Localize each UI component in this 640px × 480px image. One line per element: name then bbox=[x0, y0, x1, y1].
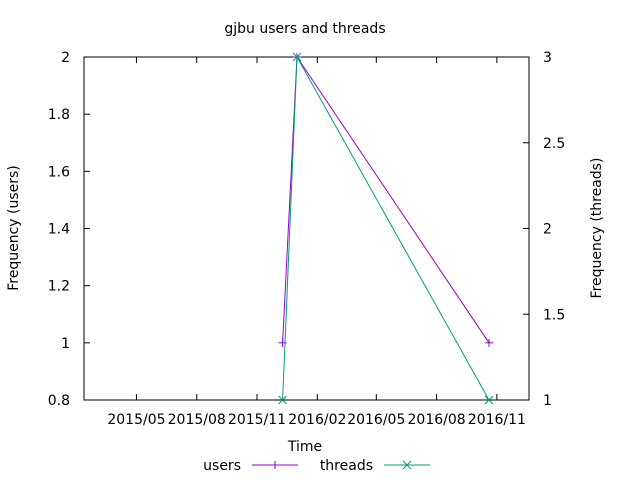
y2-tick-label: 2 bbox=[543, 222, 552, 238]
x-tick-label: 2015/11 bbox=[228, 412, 286, 428]
chart-title: gjbu users and threads bbox=[224, 21, 385, 37]
x-tick-label: 2016/11 bbox=[468, 412, 526, 428]
data-point-threads bbox=[292, 52, 302, 62]
y2-tick-label: 2.5 bbox=[543, 136, 565, 152]
x-tick-label: 2016/08 bbox=[408, 412, 466, 428]
x-tick-label: 2016/05 bbox=[347, 412, 405, 428]
series-line-threads bbox=[282, 55, 490, 401]
x-tick-label: 2016/02 bbox=[288, 412, 346, 428]
y2-tick-label: 1.5 bbox=[543, 307, 565, 323]
data-point-users bbox=[485, 338, 494, 347]
y-axis-label: Frequency (users) bbox=[6, 165, 22, 291]
y-tick-label: 1.6 bbox=[48, 164, 70, 180]
series-line-users bbox=[282, 55, 490, 344]
x-axis: 2015/05 2015/08 2015/11 2016/02 2016/05 2016/… bbox=[107, 57, 526, 428]
legend-label-users: users bbox=[203, 458, 241, 474]
y-tick-label: 1.8 bbox=[48, 107, 70, 123]
x-tick-label: 2015/08 bbox=[168, 412, 226, 428]
x-tick-label: 2015/05 bbox=[107, 412, 165, 428]
marker-stroke bbox=[292, 52, 302, 62]
marker-stroke bbox=[402, 460, 412, 470]
legend-label-threads: threads bbox=[320, 458, 373, 474]
y2-tick-label: 3 bbox=[543, 50, 552, 66]
marker-stroke bbox=[278, 395, 287, 405]
series-layer bbox=[278, 52, 494, 405]
x-axis-label: Time bbox=[287, 439, 322, 455]
y-tick-label: 1.2 bbox=[48, 279, 70, 295]
y2-axis: 1 1.5 2 2.5 3 bbox=[523, 50, 565, 409]
marker-stroke bbox=[484, 395, 494, 405]
y-tick-label: 1.4 bbox=[48, 222, 70, 238]
plot-area-frame bbox=[83, 56, 530, 401]
legend-marker-threads bbox=[402, 460, 412, 470]
data-point-threads bbox=[278, 395, 287, 405]
y-tick-label: 2 bbox=[61, 50, 70, 66]
legend-marker-users bbox=[271, 461, 279, 469]
y2-axis-label: Frequency (threads) bbox=[589, 158, 605, 299]
data-point-threads bbox=[484, 395, 494, 405]
y-tick-label: 1 bbox=[61, 336, 70, 352]
y2-tick-label: 1 bbox=[543, 393, 552, 409]
legend: users threads bbox=[203, 458, 430, 474]
y-tick-label: 0.8 bbox=[48, 393, 70, 409]
y-axis: 0.8 1 1.2 1.4 1.6 1.8 2 bbox=[48, 50, 90, 409]
